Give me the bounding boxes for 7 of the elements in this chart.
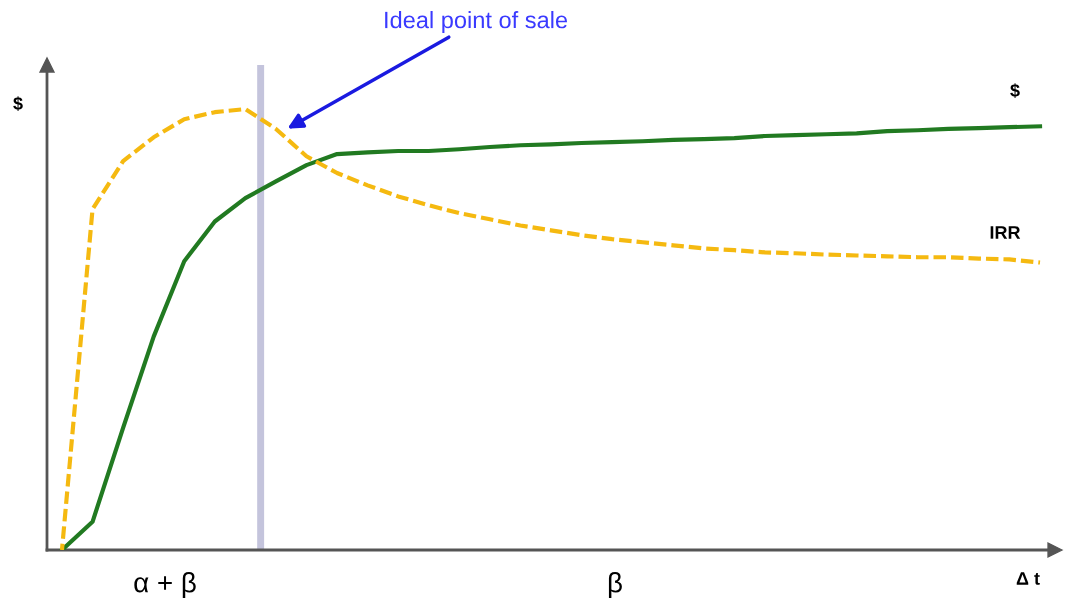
series-label: $ [1010,83,1020,99]
text: β [608,572,622,598]
y-axis-title: $ [13,96,23,112]
text: α + β [134,572,196,598]
text: Ideal point of sale [385,11,568,33]
series-label: IRR [990,226,1021,239]
x-axis-title: Δ t [1016,572,1040,585]
